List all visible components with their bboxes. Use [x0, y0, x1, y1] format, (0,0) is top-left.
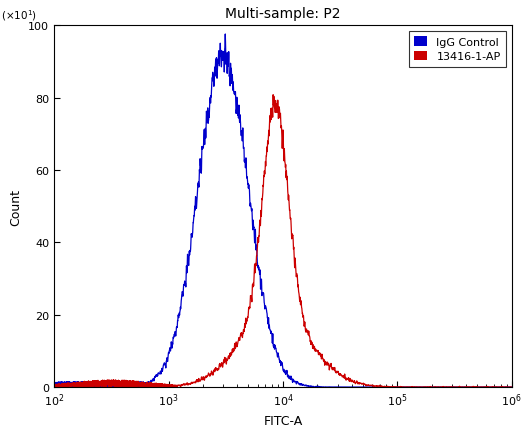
- Title: Multi-sample: P2: Multi-sample: P2: [225, 7, 341, 21]
- Y-axis label: Count: Count: [10, 188, 23, 225]
- Legend: IgG Control, 13416-1-AP: IgG Control, 13416-1-AP: [408, 32, 506, 68]
- Text: $(\times 10^1)$: $(\times 10^1)$: [2, 8, 38, 23]
- X-axis label: FITC-A: FITC-A: [263, 414, 303, 427]
